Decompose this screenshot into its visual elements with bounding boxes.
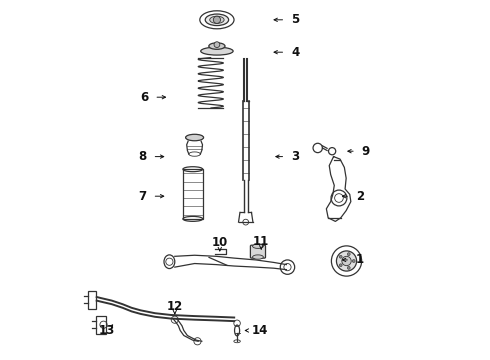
Circle shape bbox=[339, 264, 342, 267]
Ellipse shape bbox=[252, 244, 263, 248]
Bar bbox=[88, 291, 96, 309]
Text: 7: 7 bbox=[138, 190, 147, 203]
Circle shape bbox=[347, 266, 350, 269]
Circle shape bbox=[337, 251, 357, 271]
Circle shape bbox=[339, 255, 342, 258]
Text: 5: 5 bbox=[291, 13, 299, 26]
Ellipse shape bbox=[210, 16, 224, 23]
Text: 13: 13 bbox=[98, 324, 115, 337]
Text: 14: 14 bbox=[251, 324, 268, 337]
Text: 8: 8 bbox=[138, 150, 147, 163]
Text: 1: 1 bbox=[356, 253, 364, 266]
Text: 4: 4 bbox=[291, 46, 299, 59]
Text: 10: 10 bbox=[212, 237, 228, 249]
Ellipse shape bbox=[209, 43, 225, 49]
Circle shape bbox=[214, 42, 220, 48]
Ellipse shape bbox=[201, 47, 233, 55]
Ellipse shape bbox=[186, 134, 204, 141]
Text: 9: 9 bbox=[362, 145, 370, 158]
Circle shape bbox=[347, 253, 350, 256]
FancyBboxPatch shape bbox=[250, 245, 266, 258]
Ellipse shape bbox=[252, 255, 263, 259]
Circle shape bbox=[342, 256, 351, 266]
Circle shape bbox=[213, 16, 220, 23]
Text: 12: 12 bbox=[167, 300, 183, 312]
Ellipse shape bbox=[205, 14, 229, 26]
Circle shape bbox=[352, 260, 355, 262]
Bar bbox=[97, 316, 106, 334]
Text: 11: 11 bbox=[253, 235, 270, 248]
Bar bbox=[183, 169, 203, 219]
Text: 2: 2 bbox=[356, 190, 364, 203]
Text: 3: 3 bbox=[292, 150, 299, 163]
Text: 6: 6 bbox=[140, 91, 148, 104]
